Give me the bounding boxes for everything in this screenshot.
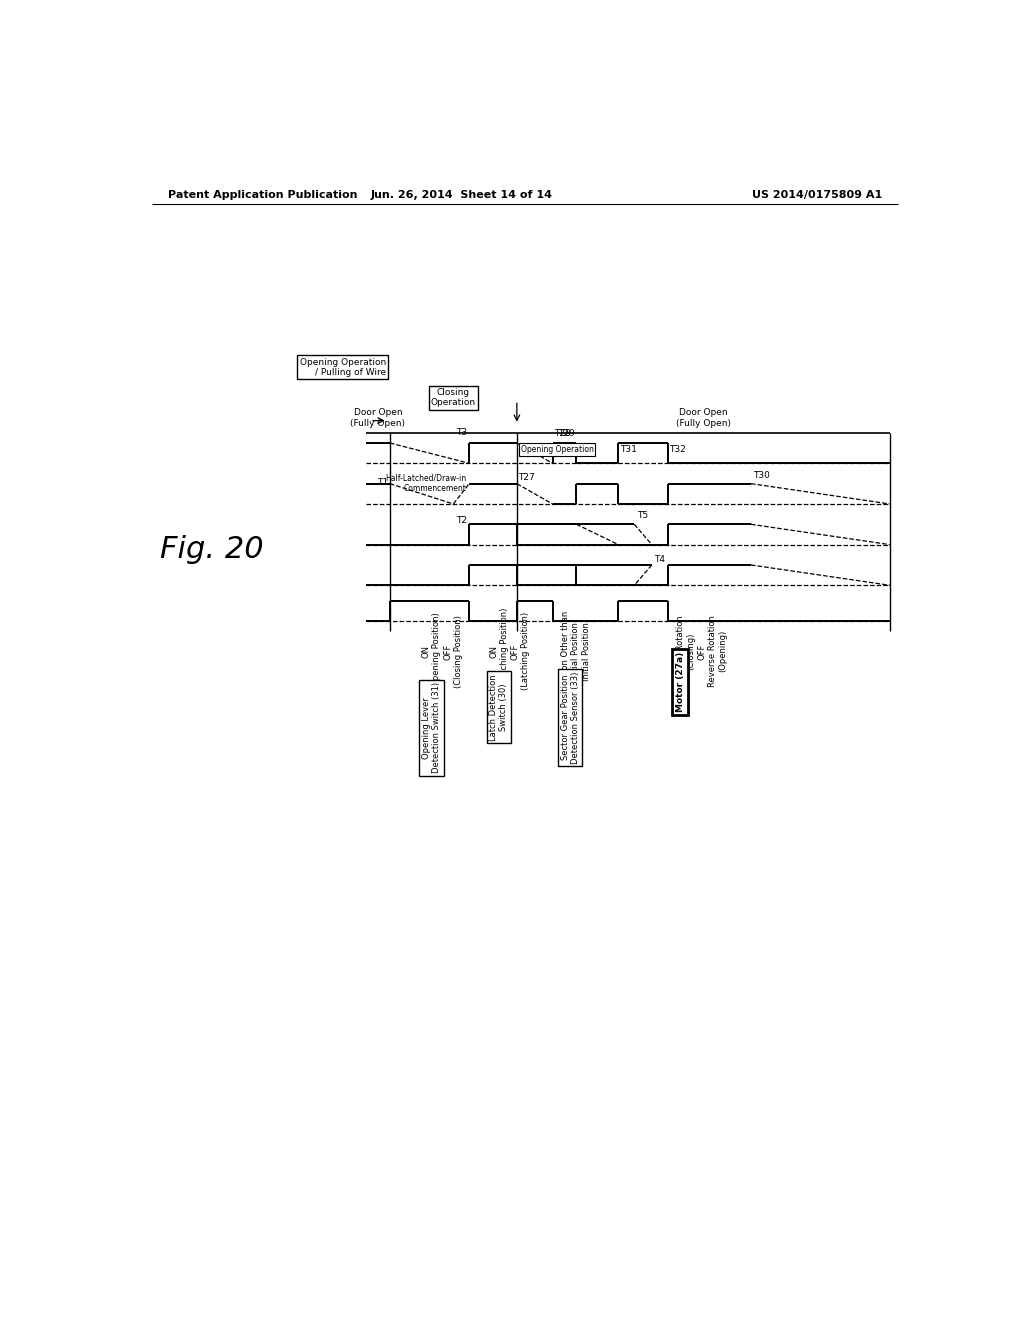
Text: T32: T32 <box>670 445 686 454</box>
Text: Sector Gear Position
Detection Sensor (33): Sector Gear Position Detection Sensor (3… <box>560 672 580 763</box>
Text: T1: T1 <box>377 478 388 487</box>
Text: Jun. 26, 2014  Sheet 14 of 14: Jun. 26, 2014 Sheet 14 of 14 <box>371 190 552 201</box>
Text: Patent Application Publication: Patent Application Publication <box>168 190 357 201</box>
Text: T29: T29 <box>558 429 574 438</box>
Text: T30: T30 <box>754 471 770 479</box>
Text: Door Open
(Fully Open): Door Open (Fully Open) <box>676 408 731 428</box>
Text: Position Other than
Initial Position
Initial Position: Position Other than Initial Position Ini… <box>560 611 591 692</box>
Text: Forward Rotation
(Closing)
OFF
Reverse Rotation
(Opening): Forward Rotation (Closing) OFF Reverse R… <box>676 615 728 688</box>
Text: T31: T31 <box>620 445 637 454</box>
Text: US 2014/0175809 A1: US 2014/0175809 A1 <box>752 190 882 201</box>
Text: Motor (27a): Motor (27a) <box>676 652 685 711</box>
Text: T3: T3 <box>457 428 468 437</box>
Text: ON
(Unlatching Position)
OFF
(Latching Position): ON (Unlatching Position) OFF (Latching P… <box>489 607 530 696</box>
Text: Opening Operation: Opening Operation <box>521 445 594 454</box>
Text: Half-Latched/Draw-in
Commencement: Half-Latched/Draw-in Commencement <box>385 474 466 492</box>
Text: Opening Lever
Detection Switch (31): Opening Lever Detection Switch (31) <box>422 682 441 774</box>
Text: Fig. 20: Fig. 20 <box>160 535 263 564</box>
Text: T4: T4 <box>654 554 666 564</box>
Text: T28: T28 <box>554 429 571 438</box>
Text: Closing
Operation: Closing Operation <box>431 388 476 408</box>
Text: Door Open
(Fully Open): Door Open (Fully Open) <box>350 408 406 428</box>
Text: T5: T5 <box>637 511 648 520</box>
Text: ON
(Opening Position)
OFF
(Closing Position): ON (Opening Position) OFF (Closing Posit… <box>422 612 463 690</box>
Text: Opening Operation
/ Pulling of Wire: Opening Operation / Pulling of Wire <box>300 358 386 378</box>
Text: Latch Detection
Switch (30): Latch Detection Switch (30) <box>489 675 509 741</box>
Text: T2: T2 <box>457 516 468 525</box>
Text: T27: T27 <box>518 474 536 483</box>
